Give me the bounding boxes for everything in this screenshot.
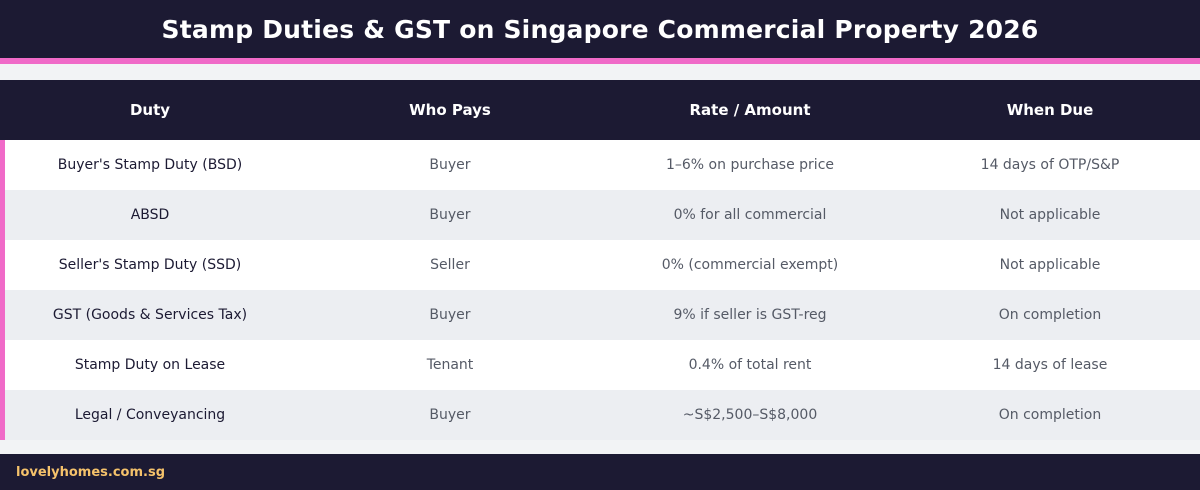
cell-when-due: 14 days of OTP/S&P (980, 157, 1120, 173)
cell-when-due: Not applicable (999, 257, 1101, 273)
column-header-duty: Duty (129, 101, 171, 119)
cell-who-pays: Buyer (429, 157, 471, 173)
page-title: Stamp Duties & GST on Singapore Commerci… (161, 14, 1039, 44)
table-row: Legal / Conveyancing Buyer ~S$2,500–S$8,… (0, 390, 1200, 440)
column-header-who-pays: Who Pays (409, 101, 491, 119)
cell-duty: GST (Goods & Services Tax) (52, 307, 248, 323)
cell-rate-amount: 0% for all commercial (673, 207, 827, 223)
footer-bar: lovelyhomes.com.sg (0, 454, 1200, 490)
cell-rate-amount: ~S$2,500–S$8,000 (682, 407, 818, 423)
table-row: ABSD Buyer 0% for all commercial Not app… (0, 190, 1200, 240)
cell-who-pays: Buyer (429, 307, 471, 323)
cell-rate-amount: 0% (commercial exempt) (661, 257, 839, 273)
title-bar: Stamp Duties & GST on Singapore Commerci… (0, 0, 1200, 58)
table-row: GST (Goods & Services Tax) Buyer 9% if s… (0, 290, 1200, 340)
cell-when-due: 14 days of lease (992, 357, 1108, 373)
cell-duty: Buyer's Stamp Duty (BSD) (57, 157, 243, 173)
cell-when-due: On completion (998, 307, 1102, 323)
table-header: Duty Who Pays Rate / Amount When Due (0, 80, 1200, 140)
cell-who-pays: Tenant (426, 357, 474, 373)
cell-duty: ABSD (130, 207, 170, 223)
table-row: Stamp Duty on Lease Tenant 0.4% of total… (0, 340, 1200, 390)
site-url: lovelyhomes.com.sg (16, 464, 165, 480)
cell-rate-amount: 0.4% of total rent (688, 357, 812, 373)
cell-when-due: Not applicable (999, 207, 1101, 223)
cell-duty: Stamp Duty on Lease (74, 357, 226, 373)
table-row: Buyer's Stamp Duty (BSD) Buyer 1–6% on p… (0, 140, 1200, 190)
table-row: Seller's Stamp Duty (SSD) Seller 0% (com… (0, 240, 1200, 290)
cell-duty: Seller's Stamp Duty (SSD) (58, 257, 242, 273)
duties-table: Duty Who Pays Rate / Amount When Due Buy… (0, 80, 1200, 440)
cell-who-pays: Buyer (429, 207, 471, 223)
cell-when-due: On completion (998, 407, 1102, 423)
table-body: Buyer's Stamp Duty (BSD) Buyer 1–6% on p… (0, 140, 1200, 440)
title-accent-bar (0, 58, 1200, 64)
cell-who-pays: Seller (430, 257, 470, 273)
column-header-rate-amount: Rate / Amount (689, 101, 811, 119)
cell-who-pays: Buyer (429, 407, 471, 423)
cell-rate-amount: 9% if seller is GST-reg (673, 307, 827, 323)
cell-duty: Legal / Conveyancing (74, 407, 226, 423)
column-header-when-due: When Due (1006, 101, 1094, 119)
cell-rate-amount: 1–6% on purchase price (665, 157, 834, 173)
